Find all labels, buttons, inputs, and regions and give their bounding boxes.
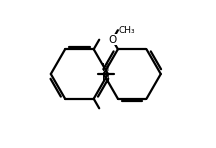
Text: O: O bbox=[108, 35, 116, 45]
Text: CH₃: CH₃ bbox=[119, 26, 135, 35]
Text: N: N bbox=[102, 75, 110, 85]
Text: H: H bbox=[102, 63, 110, 73]
